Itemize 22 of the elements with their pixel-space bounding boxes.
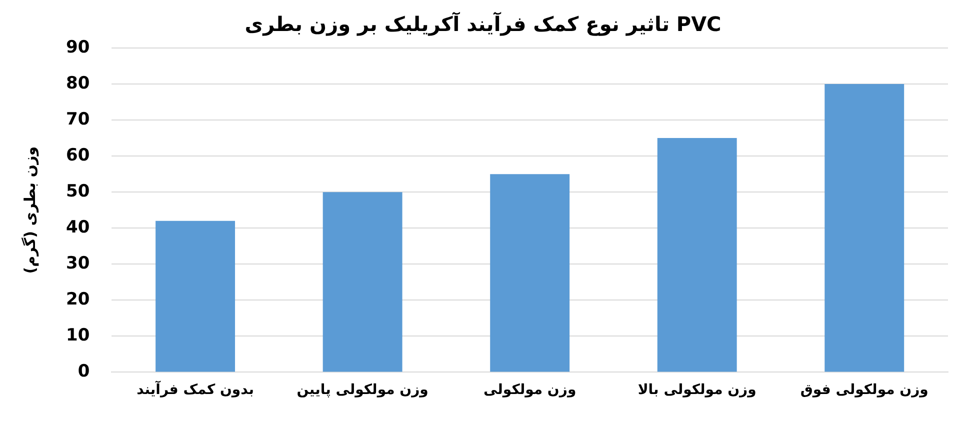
y-tick-label: 70 <box>66 109 90 130</box>
x-tick-label: وزن مولکولی بالا <box>638 382 756 398</box>
y-tick-label: 30 <box>66 254 90 274</box>
y-tick-label: 10 <box>66 326 90 346</box>
y-tick-label: 50 <box>66 182 90 202</box>
bar <box>657 138 737 372</box>
x-tick-label: وزن مولکولی پایین <box>296 382 428 398</box>
y-axis-title: وزن بطری (گرم) <box>20 146 39 274</box>
bar <box>156 220 236 372</box>
y-tick-label: 60 <box>66 145 90 166</box>
y-tick-label: 20 <box>66 290 90 310</box>
y-tick-label: 0 <box>78 362 90 382</box>
x-tick-label: وزن مولکولی فوق <box>800 382 928 398</box>
x-tick-label: بدون کمک فرآیند <box>136 380 254 398</box>
y-tick-label: 40 <box>66 218 90 238</box>
y-tick-label: 90 <box>66 37 90 58</box>
bar <box>322 192 402 372</box>
x-tick-label: وزن مولکولی <box>484 382 576 398</box>
y-tick-label: 80 <box>66 73 90 94</box>
bar <box>824 84 904 372</box>
chart-title: تاثیر نوع کمک فرآیند آکریلیک بر وزن بطری PVC <box>244 11 722 36</box>
bar <box>490 174 570 372</box>
